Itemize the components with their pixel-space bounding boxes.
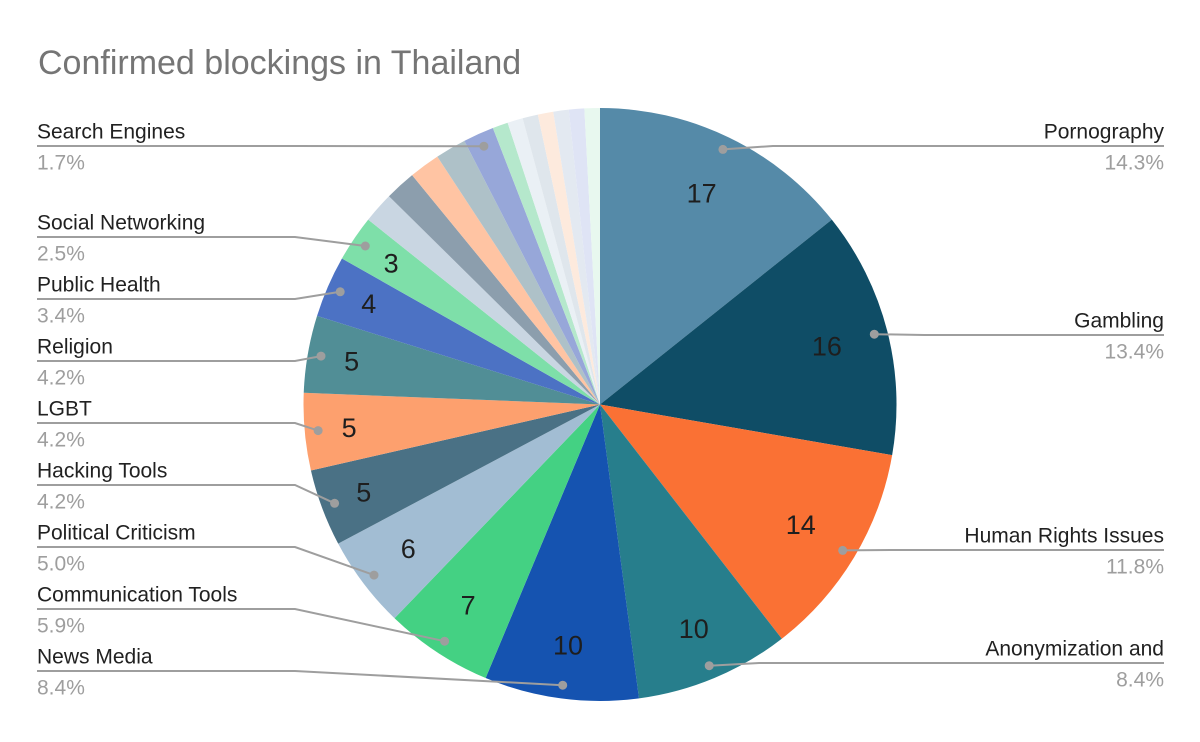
callout-percent-hacking-tools: 4.2% [37,491,85,514]
leader-dot-human-rights-issues [838,545,848,555]
callout-label-news-media: News Media [37,646,153,669]
pie-slice-small-13[interactable] [388,175,600,405]
pie-slice-small-22[interactable] [568,108,600,405]
slice-value-public-health: 4 [361,289,376,319]
leader-dot-anonymization-and [704,661,714,671]
pie-slice-small-18[interactable] [507,118,600,405]
leader-line-pornography [722,145,1164,151]
slice-value-social-networking: 3 [384,248,399,278]
leader-line-religion [37,355,322,362]
callout-label-communication-tools: Communication Tools [37,584,237,607]
leader-dot-news-media [558,680,568,690]
callout-percent-religion: 4.2% [37,367,85,390]
pie-slice-pornography[interactable] [600,108,832,405]
leader-dot-political-criticism [369,570,379,580]
pie-slice-news-media[interactable] [485,404,640,701]
callout-labels-group: Pornography 14.3% Gambling 13.4% Human Right… [37,121,1164,700]
pie-slice-search-engines[interactable] [464,128,600,405]
callout-percent-political-criticism: 5.0% [37,553,85,576]
leader-dot-public-health [335,287,345,297]
leader-dot-religion [316,351,326,361]
pie-slice-small-15[interactable] [437,140,600,405]
pie-slice-religion[interactable] [303,315,600,405]
pie-slice-small-17[interactable] [492,122,600,405]
leader-dot-search-engines [479,141,489,151]
slice-value-gambling: 16 [812,331,842,361]
leader-lines-group [37,141,1164,690]
pie-slice-hacking-tools[interactable] [310,404,600,544]
leader-dot-gambling [869,329,879,339]
callout-label-pornography: Pornography [1044,121,1165,144]
leader-line-lgbt [37,422,319,432]
pie-slice-small-23[interactable] [584,107,600,405]
leader-line-political-criticism [37,546,375,577]
pie-slice-small-14[interactable] [412,156,600,405]
leader-dot-pornography [718,144,728,154]
callout-percent-social-networking: 2.5% [37,243,85,266]
leader-dot-hacking-tools [330,498,340,508]
callout-percent-lgbt: 4.2% [37,429,85,452]
leader-line-anonymization-and [709,662,1164,667]
leader-line-public-health [37,290,341,300]
leader-line-news-media [37,670,563,687]
leader-dot-communication-tools [440,636,450,646]
callout-label-anonymization-and: Anonymization and [985,638,1164,661]
slice-value-hacking-tools: 5 [356,477,371,507]
pie-slice-human-rights-issues[interactable] [600,404,893,639]
callout-label-lgbt: LGBT [37,398,92,421]
callout-label-hacking-tools: Hacking Tools [37,460,167,483]
slice-value-pornography: 17 [687,179,717,209]
callout-percent-gambling: 13.4% [1104,341,1164,364]
leader-line-social-networking [37,236,366,247]
leader-dot-social-networking [360,241,370,251]
callout-percent-search-engines: 1.7% [37,152,85,175]
callout-percent-pornography: 14.3% [1104,152,1164,175]
slice-value-anonymization-and: 10 [679,614,709,644]
chart-title: Confirmed blockings in Thailand [38,44,522,82]
callout-label-public-health: Public Health [37,274,161,297]
pie-slice-political-criticism[interactable] [338,404,600,619]
callout-label-religion: Religion [37,336,113,359]
callout-label-social-networking: Social Networking [37,212,205,235]
leader-line-communication-tools [37,608,445,643]
pie-slice-small-21[interactable] [553,109,600,405]
callout-percent-communication-tools: 5.9% [37,615,85,638]
slice-value-lgbt: 5 [342,413,357,443]
pie-slice-public-health[interactable] [317,258,600,405]
pie-slice-social-networking[interactable] [341,219,600,405]
callout-percent-public-health: 3.4% [37,305,85,328]
pie-slice-lgbt[interactable] [303,392,600,471]
slice-value-communication-tools: 7 [461,590,476,620]
leader-line-hacking-tools [37,484,336,505]
callout-label-human-rights-issues: Human Rights Issues [964,525,1164,548]
pie-slice-small-20[interactable] [537,111,600,405]
pie-slice-small-19[interactable] [522,114,600,405]
pie-slice-anonymization-and[interactable] [600,404,782,699]
callout-label-political-criticism: Political Criticism [37,522,196,545]
slice-value-human-rights-issues: 14 [786,510,816,540]
slice-value-religion: 5 [344,347,359,377]
callout-percent-anonymization-and: 8.4% [1116,669,1164,692]
pie-slices-group [303,107,897,701]
pie-slice-communication-tools[interactable] [394,404,600,679]
leader-dot-lgbt [313,426,323,436]
slice-value-news-media: 10 [553,631,583,661]
slice-value-political-criticism: 6 [401,534,416,564]
callout-percent-human-rights-issues: 11.8% [1106,556,1164,579]
callout-percent-news-media: 8.4% [37,677,85,700]
leader-line-gambling [874,333,1164,336]
pie-slice-gambling[interactable] [600,219,897,456]
callout-label-search-engines: Search Engines [37,121,185,144]
pie-slice-small-12[interactable] [368,196,600,405]
callout-label-gambling: Gambling [1074,310,1164,333]
